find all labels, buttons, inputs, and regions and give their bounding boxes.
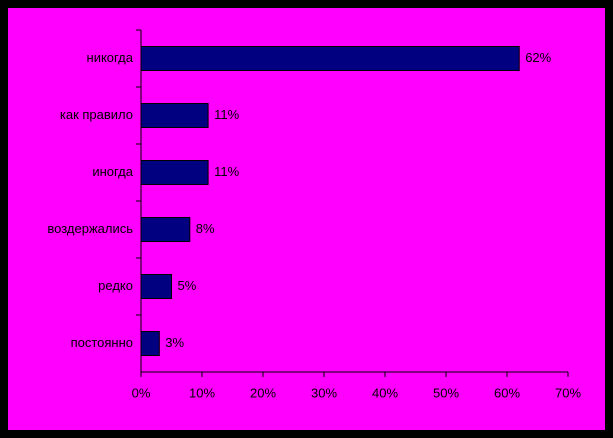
y-tick-label: редко [98, 278, 133, 293]
value-label: 3% [165, 335, 184, 350]
bar [140, 46, 520, 71]
y-tick-label: воздержались [47, 221, 133, 236]
value-label: 8% [196, 221, 215, 236]
x-tick-label: 60% [494, 385, 520, 400]
x-tick-label: 50% [433, 385, 459, 400]
y-tick-label: никогда [87, 50, 134, 65]
bar [140, 274, 172, 299]
x-tick-label: 10% [189, 385, 215, 400]
x-tick-label: 70% [555, 385, 581, 400]
value-label: 5% [178, 278, 197, 293]
bar [140, 331, 160, 356]
value-label: 62% [525, 50, 551, 65]
x-tick-label: 0% [132, 385, 151, 400]
bar [140, 103, 209, 128]
y-tick-label: постоянно [71, 335, 133, 350]
bar [140, 217, 191, 242]
x-tick-label: 20% [250, 385, 276, 400]
y-tick-label: иногда [92, 164, 133, 179]
x-tick-label: 40% [372, 385, 398, 400]
value-label: 11% [214, 164, 239, 179]
x-tick-label: 30% [311, 385, 337, 400]
bar [140, 160, 209, 185]
y-tick-label: как правило [60, 107, 133, 122]
chart-area [8, 8, 605, 430]
value-label: 11% [214, 107, 239, 122]
